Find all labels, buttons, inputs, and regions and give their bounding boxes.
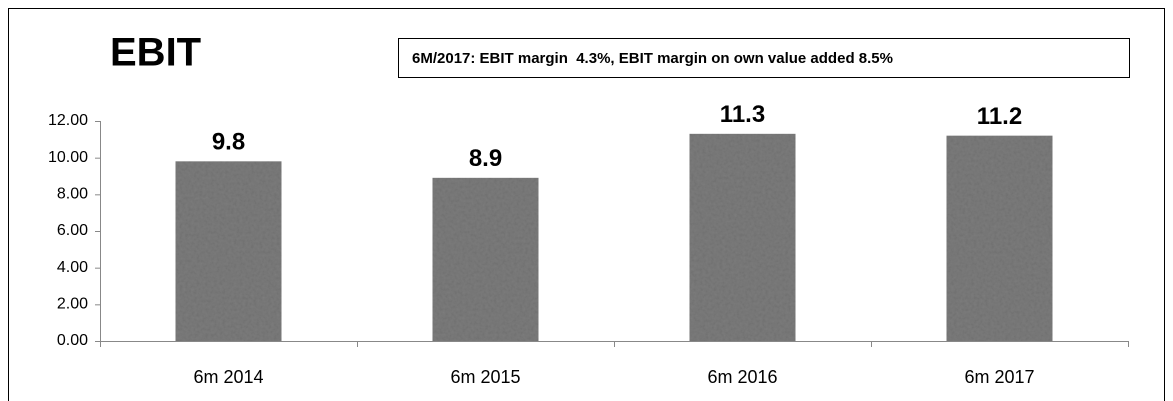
value-label: 9.8 <box>212 129 245 156</box>
y-tick-label: 12.00 <box>48 112 88 129</box>
value-label: 8.9 <box>469 145 502 172</box>
y-tick-label: 6.00 <box>57 222 88 239</box>
bar <box>433 178 539 341</box>
y-tick-label: 10.00 <box>48 149 88 166</box>
y-tick-label: 2.00 <box>57 296 88 313</box>
bar <box>690 134 796 341</box>
y-tick-label: 8.00 <box>57 186 88 203</box>
chart: EBIT 6M/2017: EBIT margin 4.3%, EBIT mar… <box>0 0 1173 401</box>
y-tick-label: 0.00 <box>57 332 88 349</box>
y-tick-label: 4.00 <box>57 259 88 276</box>
x-tick-label: 6m 2016 <box>707 367 777 387</box>
x-tick-label: 6m 2015 <box>450 367 520 387</box>
x-tick-label: 6m 2014 <box>193 367 263 387</box>
bar <box>176 161 282 341</box>
annotation: 6M/2017: EBIT margin 4.3%, EBIT margin o… <box>412 50 893 67</box>
bar <box>947 136 1053 341</box>
x-tick-label: 6m 2017 <box>964 367 1034 387</box>
value-label: 11.3 <box>720 101 765 128</box>
chart-title: EBIT <box>110 31 201 75</box>
value-label: 11.2 <box>977 103 1022 130</box>
